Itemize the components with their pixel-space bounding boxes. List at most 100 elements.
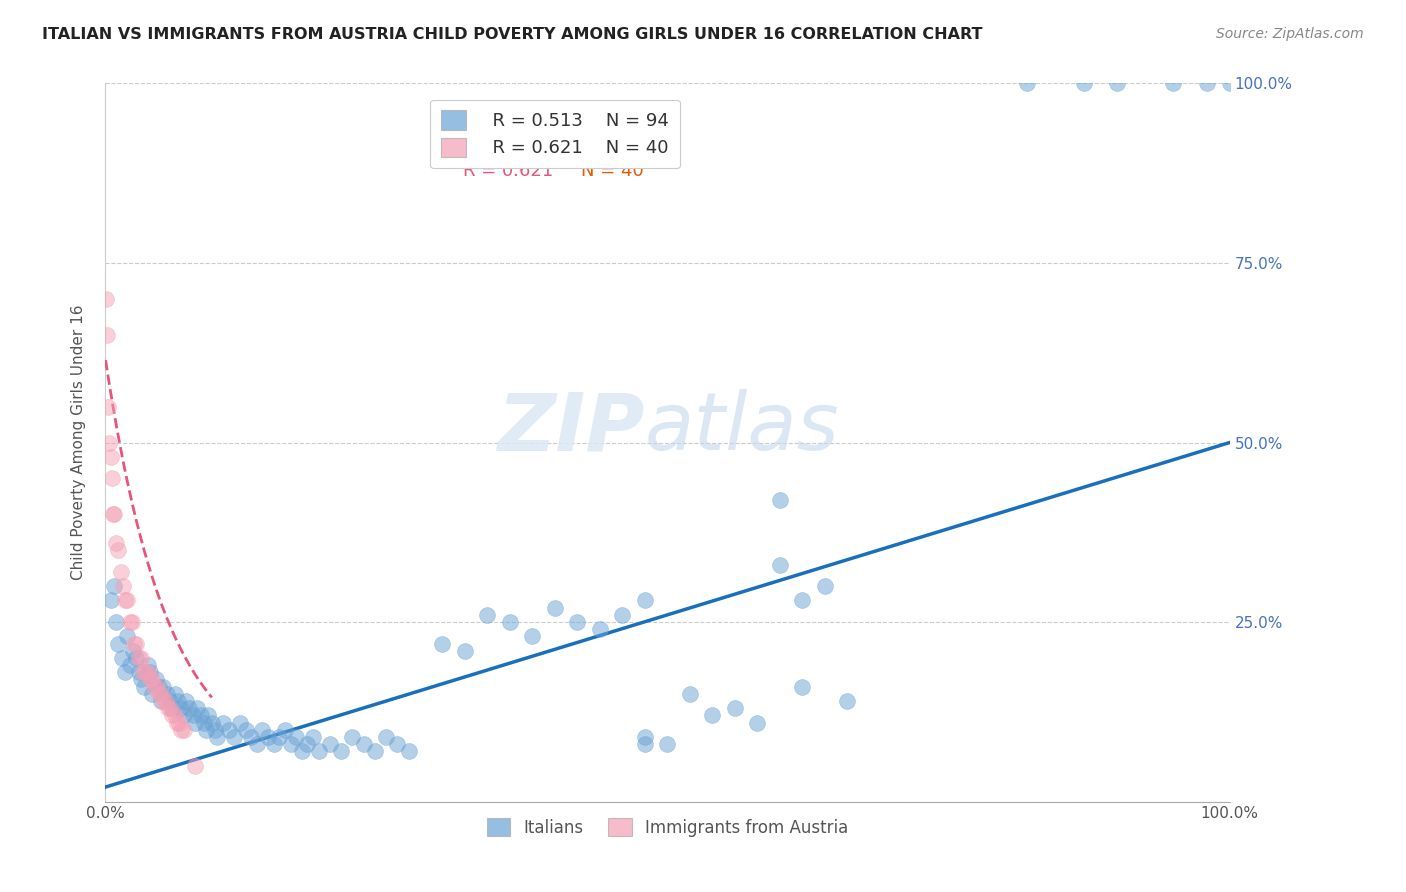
Point [163, 708, 186, 723]
Point [252, 723, 274, 737]
Point [96, 327, 118, 342]
Point [657, 737, 679, 751]
Point [159, 701, 181, 715]
Point [204, 723, 226, 737]
Point [398, 744, 420, 758]
Point [118, 658, 141, 673]
Point [291, 744, 314, 758]
Point [141, 673, 163, 687]
Point [129, 651, 152, 665]
Point [218, 723, 240, 737]
Point [136, 658, 159, 673]
Point [141, 687, 163, 701]
Point [364, 744, 387, 758]
Point [679, 687, 702, 701]
Point [162, 708, 184, 723]
Point [129, 673, 152, 687]
Point [111, 579, 134, 593]
Point [634, 730, 657, 744]
Point [156, 687, 179, 701]
Point [330, 744, 353, 758]
Point [769, 492, 792, 507]
Point [1163, 77, 1185, 91]
Point [792, 593, 814, 607]
Point [184, 715, 207, 730]
Point [121, 615, 143, 629]
Point [499, 615, 522, 629]
Point [589, 622, 612, 636]
Point [174, 694, 197, 708]
Point [163, 687, 186, 701]
Point [118, 615, 141, 629]
Point [117, 593, 139, 607]
Point [814, 579, 837, 593]
Point [122, 644, 145, 658]
Text: ZIP: ZIP [498, 389, 645, 467]
Y-axis label: Child Poverty Among Girls Under 16: Child Poverty Among Girls Under 16 [72, 305, 86, 581]
Point [1219, 77, 1241, 91]
Point [122, 637, 145, 651]
Point [190, 708, 212, 723]
Point [522, 629, 544, 643]
Point [107, 637, 129, 651]
Point [224, 730, 246, 744]
Point [319, 737, 342, 751]
Point [477, 607, 499, 622]
Point [432, 637, 454, 651]
Point [1073, 77, 1095, 91]
Point [1197, 77, 1219, 91]
Text: atlas: atlas [645, 389, 839, 467]
Point [167, 715, 190, 730]
Point [544, 600, 567, 615]
Point [162, 701, 184, 715]
Point [263, 737, 285, 751]
Point [229, 715, 252, 730]
Point [167, 694, 190, 708]
Point [179, 701, 201, 715]
Point [612, 607, 634, 622]
Point [280, 737, 302, 751]
Point [308, 744, 330, 758]
Point [136, 665, 159, 680]
Point [125, 651, 148, 665]
Point [170, 723, 193, 737]
Point [155, 694, 177, 708]
Point [152, 694, 174, 708]
Point [128, 665, 150, 680]
Point [342, 730, 364, 744]
Point [792, 680, 814, 694]
Point [97, 400, 120, 414]
Point [1017, 77, 1039, 91]
Point [454, 644, 477, 658]
Point [128, 651, 150, 665]
Point [143, 680, 166, 694]
Point [197, 708, 219, 723]
Point [207, 730, 229, 744]
Point [181, 708, 204, 723]
Point [375, 730, 398, 744]
Point [98, 435, 121, 450]
Point [269, 730, 291, 744]
Point [134, 680, 156, 694]
Point [702, 708, 724, 723]
Point [134, 665, 156, 680]
Point [184, 758, 207, 772]
Point [94, 292, 117, 306]
Point [156, 701, 179, 715]
Point [173, 708, 195, 723]
Point [747, 715, 769, 730]
Legend: Italians, Immigrants from Austria: Italians, Immigrants from Austria [479, 812, 855, 844]
Point [837, 694, 859, 708]
Text: R = 0.621: R = 0.621 [463, 162, 553, 180]
Point [100, 471, 122, 485]
Point [100, 450, 122, 464]
Point [567, 615, 589, 629]
Point [193, 715, 215, 730]
Point [148, 687, 170, 701]
Point [724, 701, 747, 715]
Point [114, 593, 136, 607]
Text: ITALIAN VS IMMIGRANTS FROM AUSTRIA CHILD POVERTY AMONG GIRLS UNDER 16 CORRELATIO: ITALIAN VS IMMIGRANTS FROM AUSTRIA CHILD… [42, 27, 983, 42]
Point [100, 593, 122, 607]
Point [195, 723, 218, 737]
Point [107, 543, 129, 558]
